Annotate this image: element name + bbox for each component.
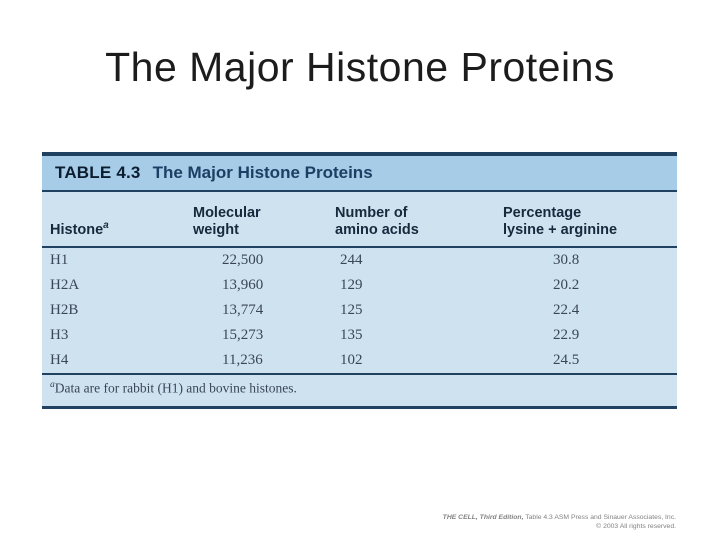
- table-rule-under-title: [42, 190, 677, 192]
- cell-amino-acids: 135: [340, 327, 363, 343]
- table-row: H4 11,236 102 24.5: [42, 348, 677, 373]
- cell-molecular-weight: 11,236: [222, 352, 263, 368]
- table-title-bar: TABLE 4.3 The Major Histone Proteins: [42, 156, 677, 190]
- credit-copyright: © 2003 All rights reserved.: [596, 523, 676, 531]
- table-number-label: TABLE 4.3: [55, 163, 141, 182]
- cell-histone: H2B: [50, 302, 79, 318]
- cell-lysine-arginine: 20.2: [553, 277, 580, 293]
- cell-lysine-arginine: 30.8: [553, 252, 580, 268]
- credit-publisher: Table 4.3 ASM Press and Sinauer Associat…: [523, 513, 676, 521]
- credit-line-1: THE CELL, Third Edition, Table 4.3 ASM P…: [443, 513, 676, 523]
- slide-title: The Major Histone Proteins: [105, 44, 615, 90]
- column-header-amino-acids: Number of amino acids: [335, 205, 419, 238]
- column-header-molecular-weight: Molecular weight: [193, 205, 261, 238]
- column-header-histone: Histonea: [50, 217, 109, 239]
- table-title-text: The Major Histone Proteins: [152, 163, 373, 182]
- column-header-lysine-arginine: Percentage lysine + arginine: [503, 205, 618, 238]
- source-credit: THE CELL, Third Edition, Table 4.3 ASM P…: [443, 513, 676, 532]
- cell-histone: H2A: [50, 277, 80, 293]
- table-row: H2A 13,960 129 20.2: [42, 273, 677, 298]
- table-rule-under-header: [42, 246, 677, 248]
- table-rule-above-footnote: [42, 373, 677, 375]
- cell-lysine-arginine: 22.4: [553, 302, 580, 318]
- cell-molecular-weight: 15,273: [222, 327, 264, 343]
- table-row: H2B 13,774 125 22.4: [42, 298, 677, 323]
- cell-histone: H1: [50, 252, 69, 268]
- table-header-row: Histonea Molecular weight Number of amin…: [42, 192, 677, 246]
- table-bottom-rule: [42, 406, 677, 409]
- cell-lysine-arginine: 24.5: [553, 352, 580, 368]
- footnote-text: Data are for rabbit (H1) and bovine hist…: [54, 380, 297, 396]
- histone-table: TABLE 4.3 The Major Histone Proteins His…: [42, 152, 677, 409]
- cell-lysine-arginine: 22.9: [553, 327, 580, 343]
- table-row: H3 15,273 135 22.9: [42, 323, 677, 348]
- table-top-rule: [42, 152, 677, 156]
- cell-amino-acids: 125: [340, 302, 363, 318]
- table-body: H1 22,500 244 30.8 H2A 13,960 129 20.2 H…: [42, 248, 677, 373]
- cell-histone: H3: [50, 327, 69, 343]
- cell-amino-acids: 102: [340, 352, 363, 368]
- cell-amino-acids: 244: [340, 252, 363, 268]
- cell-molecular-weight: 13,774: [222, 302, 264, 318]
- cell-molecular-weight: 22,500: [222, 252, 264, 268]
- footnote-marker: a: [50, 380, 55, 390]
- footnote-marker: a: [103, 220, 109, 232]
- table-footnote: aData are for rabbit (H1) and bovine his…: [42, 375, 677, 406]
- cell-molecular-weight: 13,960: [222, 277, 264, 293]
- table-row: H1 22,500 244 30.8: [42, 248, 677, 273]
- column-header-histone-text: Histone: [50, 222, 104, 238]
- cell-histone: H4: [50, 352, 69, 368]
- credit-book-title: THE CELL, Third Edition,: [442, 513, 524, 521]
- cell-amino-acids: 129: [340, 277, 363, 293]
